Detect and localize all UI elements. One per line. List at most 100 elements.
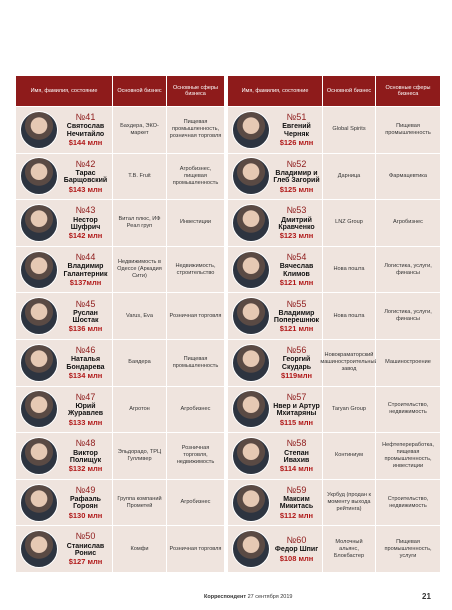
person-info: №49 Рафаэль Гороян $130 млн — [61, 485, 110, 520]
sectors: Агробизнес — [167, 386, 224, 433]
name: Рафаэль Гороян — [70, 496, 101, 511]
person-info: №44 Владимир Галантерник $137млн — [61, 252, 110, 287]
name: Георгий Скударь — [281, 356, 312, 371]
business: Нова пошта — [323, 293, 375, 339]
photo — [20, 110, 58, 149]
rank: №56 — [286, 345, 307, 356]
person-cell: №44 Владимир Галантерник $137млн — [16, 246, 112, 293]
header-cell: Основные сферы бизнеса — [167, 76, 224, 106]
photo — [20, 390, 58, 429]
photo — [232, 483, 270, 522]
person-info: №60 Федор Шпиг $108 млн — [273, 535, 320, 563]
net-worth: $126 млн — [279, 138, 314, 148]
business: Недвижимость в Одессе (Аркадия Сити) — [113, 246, 166, 293]
business: LNZ Group — [323, 200, 375, 246]
sectors: Фармацевтика — [376, 153, 440, 200]
person-info: №57 Нвер и Артур Мхитаряны $115 млн — [273, 392, 320, 427]
name: Вячеслав Климов — [279, 263, 314, 278]
photo — [232, 343, 270, 382]
person-cell: №52 Владимир и Глеб Загорий $125 млн — [228, 153, 322, 200]
business: T.B. Fruit — [113, 153, 166, 200]
photo — [20, 530, 58, 569]
business: Баядера — [113, 339, 166, 386]
rank: №44 — [75, 251, 96, 262]
business: Эльдорадо, ТРЦ Гулливер — [113, 433, 166, 479]
person-cell: №51 Евгений Черняк $126 млн — [228, 107, 322, 153]
person-info: №52 Владимир и Глеб Загорий $125 млн — [273, 159, 320, 194]
sectors: Агробизнес — [376, 200, 440, 246]
name: Тарас Барщовский — [63, 169, 108, 185]
rank: №58 — [286, 438, 307, 449]
photo — [20, 157, 58, 196]
person-info: №46 Наталья Бондарева $134 млн — [61, 345, 110, 380]
name: Святослав Нечитайло — [66, 123, 105, 138]
photo — [20, 203, 58, 242]
name: Владимир Галантерник — [63, 263, 108, 278]
sectors: Розничная торговля — [167, 526, 224, 572]
sectors: Пищевая промышленность — [376, 107, 440, 153]
rank: №52 — [286, 158, 307, 169]
photo — [232, 110, 270, 149]
sectors: Розничная торговля, недвижимость — [167, 433, 224, 479]
person-cell: №58 Степан Ивахив $114 млн — [228, 433, 322, 479]
rank: №43 — [75, 205, 96, 216]
date: 27 сентября 2019 — [247, 594, 293, 600]
net-worth: $137млн — [69, 277, 102, 287]
name: Дмитрий Кравченко — [278, 216, 315, 231]
net-worth: $144 млн — [68, 138, 103, 148]
business: Комфи — [113, 526, 166, 572]
business: Новокраматорский машиностроительный заво… — [320, 339, 378, 386]
net-worth: $125 млн — [279, 184, 314, 194]
person-cell: №42 Тарас Барщовский $143 млн — [16, 153, 112, 200]
photo — [232, 250, 270, 289]
person-cell: №48 Виктор Полищук $132 млн — [16, 433, 112, 479]
net-worth: $114 млн — [279, 464, 314, 474]
rank: №55 — [286, 298, 307, 309]
name: Юрий Журавлев — [67, 402, 104, 418]
rank: №54 — [286, 251, 307, 262]
header-cell: Основные сферы бизнеса — [376, 76, 440, 106]
sectors: Пищевая промышленность, розничная торгов… — [167, 107, 224, 153]
photo — [232, 157, 270, 196]
name: Нестор Шуфрич — [70, 216, 101, 231]
footer-info: Корреспондент 27 сентября 2019 — [204, 594, 292, 600]
business: Молочный альянс, Блокбастер — [323, 526, 375, 572]
header-cell: Основной бизнес — [323, 76, 375, 106]
magazine: Корреспондент — [204, 594, 247, 600]
photo — [20, 250, 58, 289]
photo — [232, 530, 270, 569]
person-info: №48 Виктор Полищук $132 млн — [61, 438, 110, 473]
person-cell: №55 Владимир Поперешнюк $121 млн — [228, 293, 322, 339]
rank: №53 — [286, 205, 307, 216]
net-worth: $132 млн — [68, 464, 103, 474]
photo — [232, 203, 270, 242]
business: Витал плюс, ИФ Реал груп — [113, 200, 166, 246]
person-info: №58 Степан Ивахив $114 млн — [273, 438, 320, 473]
rank: №41 — [75, 112, 96, 123]
rank: №50 — [75, 531, 96, 542]
sectors: Строительство, недвижимость — [376, 479, 440, 526]
header-cell: Основной бизнес — [113, 76, 166, 106]
person-cell: №46 Наталья Бондарева $134 млн — [16, 339, 112, 386]
business: Varus, Eva — [113, 293, 166, 339]
rank: №42 — [75, 158, 96, 169]
sectors: Агробизнес, пищевая промышленность — [167, 153, 224, 200]
name: Евгений Черняк — [282, 123, 311, 138]
name: Нвер и Артур Мхитаряны — [273, 402, 320, 418]
business: Taryan Group — [323, 386, 375, 433]
name: Станислав Ронис — [66, 542, 105, 558]
person-info: №42 Тарас Барщовский $143 млн — [61, 159, 110, 194]
sectors: Агробизнес — [167, 479, 224, 526]
person-info: №47 Юрий Журавлев $133 млн — [61, 392, 110, 427]
photo — [20, 297, 58, 336]
person-cell: №49 Рафаэль Гороян $130 млн — [16, 479, 112, 526]
person-info: №51 Евгений Черняк $126 млн — [273, 112, 320, 147]
photo — [232, 436, 270, 475]
net-worth: $142 млн — [68, 231, 103, 241]
person-cell: №57 Нвер и Артур Мхитаряны $115 млн — [228, 386, 322, 433]
business: Агротон — [113, 386, 166, 433]
name: Наталья Бондарева — [66, 356, 105, 371]
person-info: №43 Нестор Шуфрич $142 млн — [61, 205, 110, 240]
person-info: №54 Вячеслав Климов $121 млн — [273, 252, 320, 287]
